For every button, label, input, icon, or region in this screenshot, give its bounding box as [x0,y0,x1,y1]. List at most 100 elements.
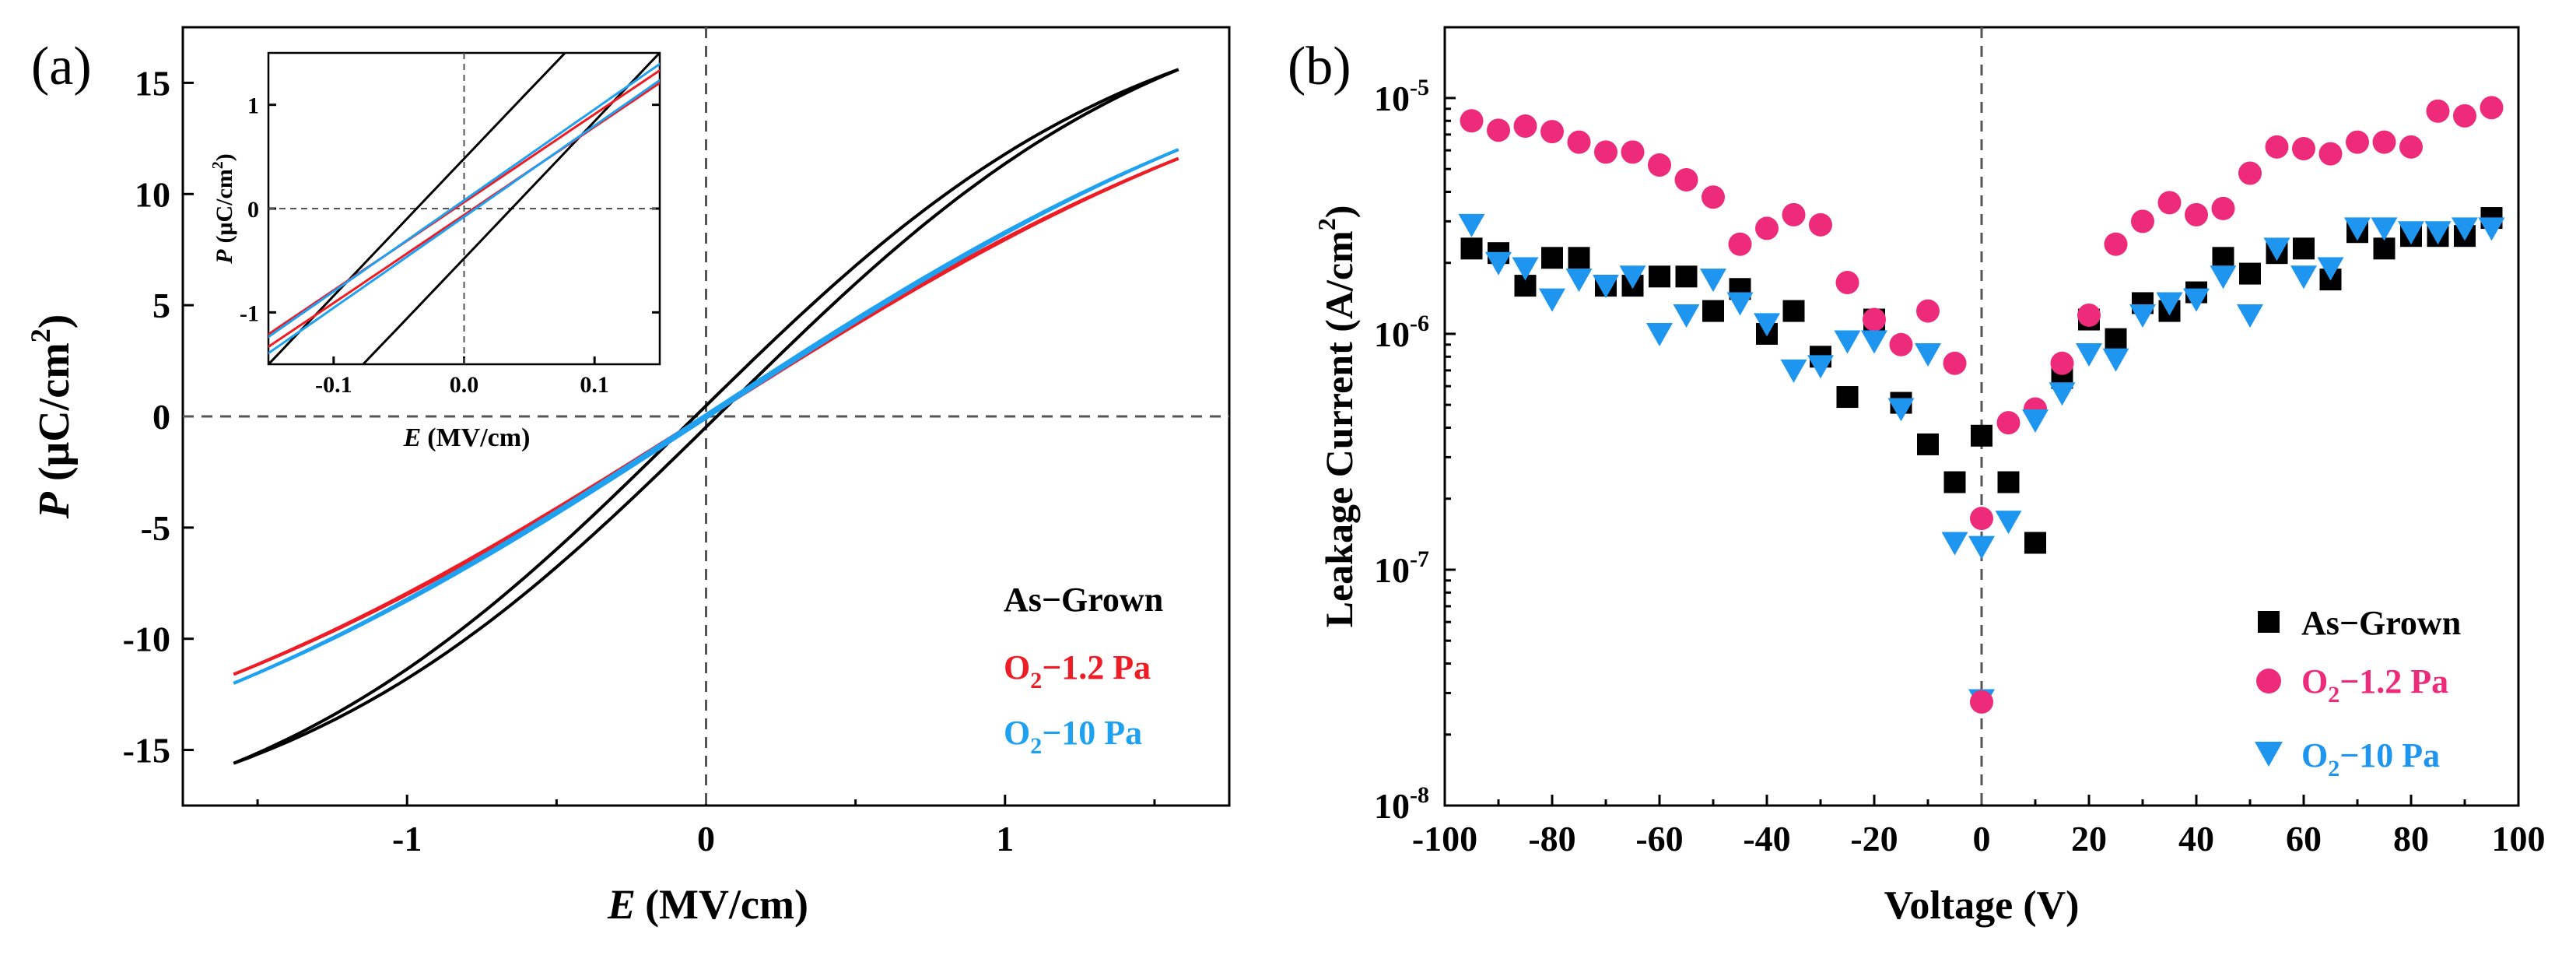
a-xtick-label-1: 1 [996,819,1014,858]
panel-b-y-ticks: 10-810-710-610-5 [1374,75,1456,826]
b-point-as-grown-x45 [2212,247,2234,269]
b-ytick-exp: -7 [1410,546,1429,572]
b-point-o2-1-2-pa-x0 [1970,507,1993,531]
legend-o2-1-2pa: O2−1.2 Pa [1004,648,1151,693]
b-point-o2-1-2-pa-x50 [1702,185,1725,209]
inset-x-var: E [403,423,422,452]
b-point-as-grown-x55 [1675,265,1698,288]
legend-o2-1-2pa-sub: 2 [1030,668,1042,693]
b-point-o2-1-2-pa-x45 [2211,196,2235,220]
panel-a-legend: As−Grown O2−1.2 Pa O2−10 Pa [1004,581,1163,759]
legend-o2-10pa-main: O [1004,714,1030,752]
b-point-o2-1-2-pa-x60 [2292,136,2315,160]
b-point-as-grown-x35 [1782,300,1805,322]
panel-b-label: (b) [1288,37,1351,97]
b-xtick-label-0: 0 [1973,819,1991,858]
b-ytick-label--8: 10-8 [1374,782,1429,826]
legend-b-o2-1-2pa-rest: −1.2 Pa [2339,662,2448,700]
b-point-o2-10-pa-x10 [2022,409,2049,434]
b-point-o2-1-2-pa-x20 [2077,303,2101,327]
b-point-o2-10-pa-x70 [2344,217,2371,241]
b-point-extra-o2-1-2-pa [1970,690,1993,714]
legend-b-square-marker [2258,611,2280,633]
panel-a-x-unit: (MV/cm) [645,881,808,928]
inset-loop-o2-10-pa-lower [268,79,660,355]
b-point-o2-1-2-pa-x40 [2185,202,2208,226]
panel-a-y-ticks: -15 -10 -5 0 5 10 15 [123,63,194,771]
b-point-o2-10-pa-x90 [1485,251,1512,276]
b-xtick-label-40: 40 [2178,819,2214,858]
a-ytick-label-10: -10 [123,620,170,659]
inset-xtick-label-0-1: 0.1 [580,372,609,398]
b-point-as-grown-x75 [2373,237,2396,260]
b-ytick-exp: -5 [1410,75,1429,100]
legend-b-as-grown-text: As−Grown [2301,604,2461,642]
b-ytick-base: 10 [1374,314,1410,354]
b-point-o2-10-pa-x45 [1726,292,1754,316]
b-point-o2-10-pa-x30 [2129,304,2156,328]
panel-a-label: (a) [31,37,92,97]
b-point-o2-10-pa-x10 [1915,343,1941,367]
a-ytick-label-0: 0 [152,397,170,437]
inset-loop-o2-10-pa-upper [268,62,660,339]
inset-loop-o2-1-2-pa-upper [268,68,660,336]
legend-b-o2-10pa-main: O [2301,736,2328,774]
b-point-o2-1-2-pa-x65 [2318,142,2343,166]
b-ytick-exp: -8 [1410,782,1429,808]
b-point-o2-1-2-pa-x25 [2104,232,2128,256]
b-point-o2-10-pa-x40 [1754,313,1780,337]
b-point-o2-1-2-pa-x15 [2050,351,2074,375]
b-point-as-grown-x0 [1971,424,1992,447]
b-point-o2-1-2-pa-x40 [1755,216,1779,241]
legend-b-as-grown: As−Grown [2301,604,2461,642]
b-point-o2-10-pa-x45 [2210,265,2237,290]
b-ytick-base: 10 [1374,79,1410,118]
b-point-o2-1-2-pa-x35 [2157,191,2182,215]
b-point-o2-1-2-pa-x65 [1621,140,1645,164]
b-point-o2-1-2-pa-x5 [1943,351,1967,375]
inset-y-var: P [212,249,237,265]
panel-b-y-main: Leakage Current (A/cm [1317,230,1361,627]
inset-x-ticks: -0.1 0.0 0.1 [315,356,609,398]
panel-b-x-axis-title: Voltage (V) [1884,883,2080,928]
b-point-o2-10-pa-x25 [2102,348,2129,372]
legend-b-o2-10pa-rest: −10 Pa [2339,736,2440,774]
b-point-o2-10-pa-x65 [2317,257,2344,281]
b-ytick-label--7: 10-7 [1374,546,1429,590]
panel-b: (b) -100 -80 -60 -40 -20 0 20 40 60 80 100 10-810-… [1288,26,2546,928]
b-ytick-label--5: 10-5 [1374,75,1429,118]
b-point-o2-1-2-pa-x95 [1460,109,1484,133]
b-point-o2-10-pa-x65 [1619,265,1646,290]
inset-y-axis-title: P (μC/cm2) [209,153,237,265]
b-point-o2-1-2-pa-x90 [1487,118,1510,142]
inset-y-close: ) [212,153,237,161]
b-point-o2-10-pa-x15 [2049,382,2076,406]
a-xtick-label-1: -1 [392,819,422,858]
b-point-as-grown-x25 [1836,386,1859,409]
legend-b-o2-1-2pa-main: O [2301,662,2328,700]
legend-o2-10pa-sub: 2 [1030,733,1042,759]
b-point-o2-1-2-pa-x60 [1648,153,1671,177]
b-point-o2-10-pa-x5 [1941,532,1968,556]
panel-a-inset: -0.1 0.0 0.1 -1 0 1 E (MV/cm) P (μC/cm2) [209,51,661,452]
a-ytick-label-15: 15 [135,63,170,103]
legend-b-o2-1-2pa-sub: 2 [2328,682,2339,707]
b-point-o2-1-2-pa-x35 [1782,202,1806,226]
legend-as-grown: As−Grown [1004,581,1163,619]
b-point-as-grown-x80 [1541,247,1563,269]
inset-loop-as-grown-lower [361,53,660,364]
b-point-o2-10-pa-x90 [2452,217,2478,241]
b-point-o2-1-2-pa-x85 [1513,114,1537,139]
b-point-o2-1-2-pa-x10 [1916,299,1940,323]
a-ytick-label-5: -5 [141,508,170,548]
b-point-o2-1-2-pa-x5 [1996,411,2020,435]
b-point-as-grown-x60 [2293,237,2315,260]
inset-ytick-label-0: 0 [247,197,259,223]
b-xtick-label-60: -60 [1635,819,1683,858]
b-point-o2-1-2-pa-x55 [1674,167,1698,191]
a-xtick-label-0: 0 [697,819,715,858]
a-ytick-label-5: 5 [152,286,170,325]
panel-a-y-close: ) [30,314,79,329]
b-point-o2-10-pa-x85 [2424,221,2452,245]
legend-b-o2-10pa-sub: 2 [2328,756,2339,781]
